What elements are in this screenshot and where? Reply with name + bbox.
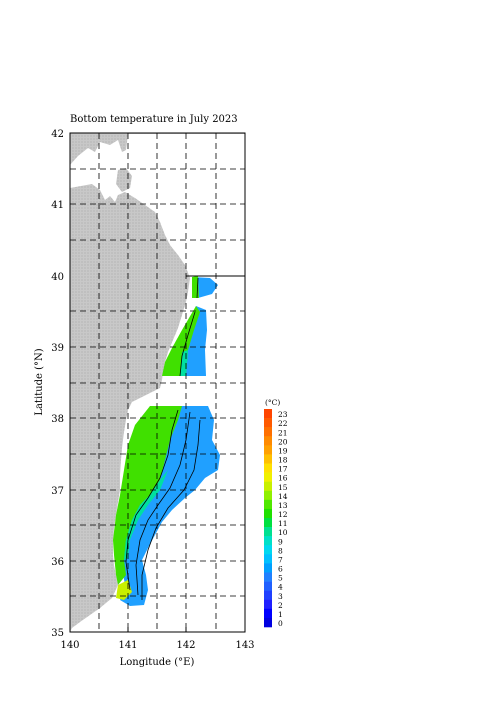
colorbar-label: 19 — [278, 446, 288, 455]
y-tick-label: 37 — [51, 486, 64, 497]
x-tick-label: 142 — [176, 640, 195, 651]
y-tick-label: 39 — [51, 343, 64, 354]
colorbar-swatch — [264, 617, 272, 628]
colorbar-swatch — [264, 536, 272, 546]
colorbar-label: 0 — [278, 619, 283, 628]
x-tick-labels: 140 141 142 143 — [60, 640, 254, 651]
colorbar-label: 5 — [278, 574, 283, 583]
colorbar-swatch — [264, 581, 272, 591]
colorbar-swatch — [264, 590, 272, 601]
colorbar: (°C) 23222120191817161514131211109876543… — [264, 398, 288, 628]
grid — [70, 133, 245, 632]
y-tick-label: 42 — [51, 129, 64, 140]
colorbar-label: 15 — [278, 483, 288, 492]
colorbar-label: 1 — [278, 610, 283, 619]
colorbar-label: 13 — [278, 501, 288, 510]
colorbar-label: 6 — [278, 565, 283, 574]
colorbar-swatch — [264, 436, 272, 446]
colorbar-label: 18 — [278, 456, 288, 465]
contour-line — [125, 409, 179, 591]
colorbar-swatch — [264, 454, 272, 464]
colorbar-label: 8 — [278, 546, 283, 555]
colorbar-swatch — [264, 563, 272, 573]
colorbar-swatch — [264, 554, 272, 564]
contour-line — [141, 419, 201, 600]
colorbar-label: 20 — [278, 437, 288, 446]
colorbar-label: 23 — [278, 410, 288, 419]
map-area — [70, 133, 245, 632]
tick-marks — [127, 627, 187, 632]
mid-segment — [185, 306, 207, 376]
colorbar-label: 22 — [278, 419, 288, 428]
x-tick-label: 140 — [60, 640, 79, 651]
y-tick-labels: 42 41 40 39 38 37 36 35 — [51, 129, 64, 639]
colorbar-label: 16 — [278, 474, 288, 483]
colorbar-swatch — [264, 545, 272, 555]
contour-line — [179, 311, 196, 377]
colorbar-label: 4 — [278, 583, 283, 592]
south-segment-mid — [124, 470, 168, 560]
colorbar-swatch — [264, 490, 272, 501]
y-tick-label: 40 — [51, 272, 64, 283]
colorbar-swatch — [264, 481, 272, 492]
map-title: Bottom temperature in July 2023 — [70, 114, 238, 125]
colorbar-label: 11 — [278, 519, 288, 528]
colorbar-swatch — [264, 418, 272, 428]
x-tick-label: 141 — [118, 640, 137, 651]
colorbar-label: 21 — [278, 428, 288, 437]
colorbar-label: 14 — [278, 492, 288, 501]
x-axis-label: Longitude (°E) — [120, 657, 195, 668]
colorbar-label: 10 — [278, 528, 288, 537]
contour-line — [196, 277, 199, 299]
colorbar-label: 2 — [278, 601, 283, 610]
south-segment-warm — [113, 406, 182, 585]
colorbar-swatch — [264, 472, 272, 482]
colorbar-label: 7 — [278, 555, 283, 564]
y-axis-label: Latitude (°N) — [34, 348, 45, 415]
colorbar-swatch — [264, 445, 272, 455]
colorbar-swatch — [264, 572, 272, 582]
y-tick-label: 36 — [51, 557, 64, 568]
colorbar-swatch — [264, 463, 272, 473]
land-area — [70, 133, 245, 632]
mid-segment-warm — [162, 306, 200, 376]
contour-line — [135, 411, 191, 596]
colorbar-label: 17 — [278, 465, 288, 474]
y-tick-label: 35 — [51, 628, 64, 639]
x-tick-label: 143 — [235, 640, 254, 651]
colorbar-swatch — [264, 409, 272, 419]
colorbar-swatch — [264, 599, 272, 610]
colorbar-swatch — [264, 508, 272, 519]
colorbar-unit: (°C) — [265, 398, 280, 407]
land-patch — [116, 168, 132, 192]
map-frame — [69, 132, 246, 633]
colorbar-label: 3 — [278, 592, 283, 601]
y-tick-label: 38 — [51, 414, 64, 425]
colorbar-label: 9 — [278, 537, 283, 546]
colorbar-label: 12 — [278, 510, 288, 519]
colorbar-swatch — [264, 608, 272, 619]
colorbar-swatch — [264, 527, 272, 537]
colorbar-swatch — [264, 499, 272, 510]
y-tick-label: 41 — [51, 200, 64, 211]
colorbar-swatch — [264, 518, 272, 528]
colorbar-swatch — [264, 427, 272, 437]
